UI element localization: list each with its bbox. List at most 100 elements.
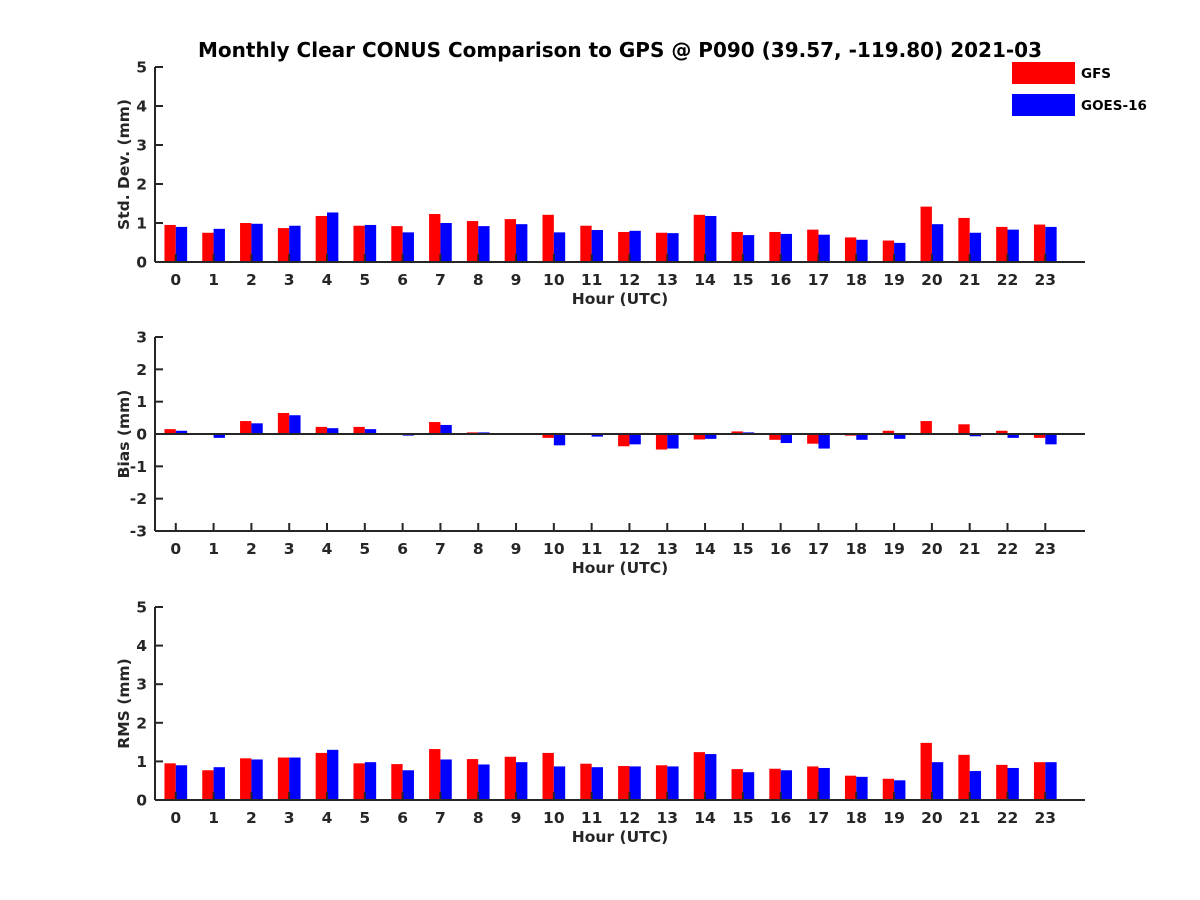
bar-gfs-7: [429, 214, 441, 262]
bar-gfs-7: [429, 749, 441, 800]
x-tick-label: 0: [170, 271, 181, 289]
x-tick-label: 17: [808, 271, 830, 289]
bar-goes-16-22: [1007, 434, 1019, 438]
bar-gfs-9: [504, 219, 517, 262]
bar-gfs-9: [504, 756, 517, 800]
x-tick-label: 18: [845, 540, 867, 558]
bar-goes-16-16: [780, 434, 793, 444]
bar-gfs-20: [920, 206, 932, 262]
x-tick-label: 5: [359, 809, 370, 827]
bar-gfs-22: [996, 226, 1008, 262]
bar-goes-16-3: [289, 757, 301, 800]
bar-gfs-12: [618, 766, 630, 800]
bar-goes-16-8: [478, 764, 490, 800]
bar-gfs-13: [655, 434, 668, 450]
x-tick-label: 21: [959, 271, 981, 289]
x-tick-label: 20: [921, 540, 943, 558]
x-tick-label: 7: [435, 271, 446, 289]
y-tick-label: 2: [136, 714, 147, 732]
x-tick-label: 20: [921, 809, 943, 827]
bar-gfs-17: [807, 434, 819, 444]
bar-goes-16-11: [591, 230, 603, 262]
bar-goes-16-11: [591, 434, 603, 437]
x-tick-label: 11: [581, 809, 603, 827]
x-tick-label: 22: [997, 809, 1019, 827]
x-tick-label: 8: [473, 271, 484, 289]
x-tick-label: 17: [808, 540, 830, 558]
bar-goes-16-22: [1007, 229, 1019, 262]
bar-gfs-4: [315, 752, 328, 800]
x-tick-label: 15: [732, 809, 754, 827]
x-axis-label: Hour (UTC): [572, 559, 668, 577]
bar-gfs-16: [769, 768, 781, 800]
x-tick-label: 23: [1035, 540, 1057, 558]
bar-goes-16-5: [364, 224, 377, 262]
bar-goes-16-21: [969, 771, 982, 800]
x-tick-label: 19: [883, 540, 905, 558]
bar-gfs-3: [277, 228, 290, 262]
bar-gfs-15: [731, 431, 743, 434]
bar-goes-16-13: [667, 766, 679, 800]
bar-gfs-0: [164, 763, 176, 800]
bar-goes-16-13: [667, 233, 679, 262]
x-tick-label: 11: [581, 540, 603, 558]
bar-gfs-17: [807, 229, 819, 262]
x-tick-label: 4: [322, 809, 333, 827]
bar-goes-16-4: [327, 428, 339, 434]
legend-swatch-gfs: [1012, 62, 1075, 84]
bar-goes-16-14: [705, 754, 717, 800]
bar-goes-16-18: [856, 239, 868, 262]
x-tick-label: 0: [170, 809, 181, 827]
bar-gfs-15: [731, 769, 743, 800]
x-tick-label: 16: [770, 271, 792, 289]
bar-goes-16-4: [327, 749, 339, 800]
x-tick-label: 1: [208, 809, 219, 827]
bar-goes-16-6: [402, 232, 414, 262]
x-axis-label: Hour (UTC): [572, 828, 668, 846]
x-tick-label: 17: [808, 809, 830, 827]
bar-gfs-11: [580, 225, 592, 262]
x-tick-label: 16: [770, 809, 792, 827]
x-tick-label: 23: [1035, 809, 1057, 827]
bar-gfs-3: [277, 412, 290, 434]
x-tick-label: 22: [997, 271, 1019, 289]
bar-gfs-10: [542, 434, 554, 438]
bar-goes-16-3: [289, 415, 301, 434]
bar-gfs-19: [882, 430, 895, 434]
bar-goes-16-20: [931, 762, 944, 800]
bar-gfs-8: [466, 759, 479, 800]
legend-label-goes-16: GOES-16: [1081, 98, 1147, 114]
x-tick-label: 4: [322, 271, 333, 289]
bar-goes-16-16: [780, 233, 793, 262]
bar-goes-16-15: [742, 772, 755, 800]
bar-goes-16-18: [856, 776, 868, 800]
bar-goes-16-14: [705, 215, 717, 262]
bar-goes-16-10: [553, 232, 566, 262]
bar-gfs-21: [958, 424, 970, 434]
bar-gfs-20: [920, 421, 932, 434]
bar-goes-16-19: [894, 780, 906, 800]
bar-goes-16-5: [364, 762, 377, 800]
bar-gfs-0: [164, 429, 176, 434]
bar-goes-16-18: [856, 434, 868, 440]
x-tick-label: 2: [246, 809, 257, 827]
bar-goes-16-23: [1045, 762, 1057, 800]
x-tick-label: 4: [322, 540, 333, 558]
bar-goes-16-15: [742, 235, 755, 262]
bar-goes-16-21: [969, 232, 982, 262]
bar-gfs-14: [693, 214, 706, 262]
x-tick-label: 14: [694, 809, 716, 827]
bar-goes-16-4: [327, 212, 339, 262]
x-tick-label: 21: [959, 540, 981, 558]
x-tick-label: 6: [397, 271, 408, 289]
x-tick-label: 6: [397, 540, 408, 558]
bar-goes-16-1: [213, 767, 225, 800]
bar-gfs-14: [693, 752, 706, 800]
bar-goes-16-0: [175, 430, 188, 434]
bar-goes-16-11: [591, 767, 603, 800]
bar-goes-16-2: [251, 423, 263, 434]
